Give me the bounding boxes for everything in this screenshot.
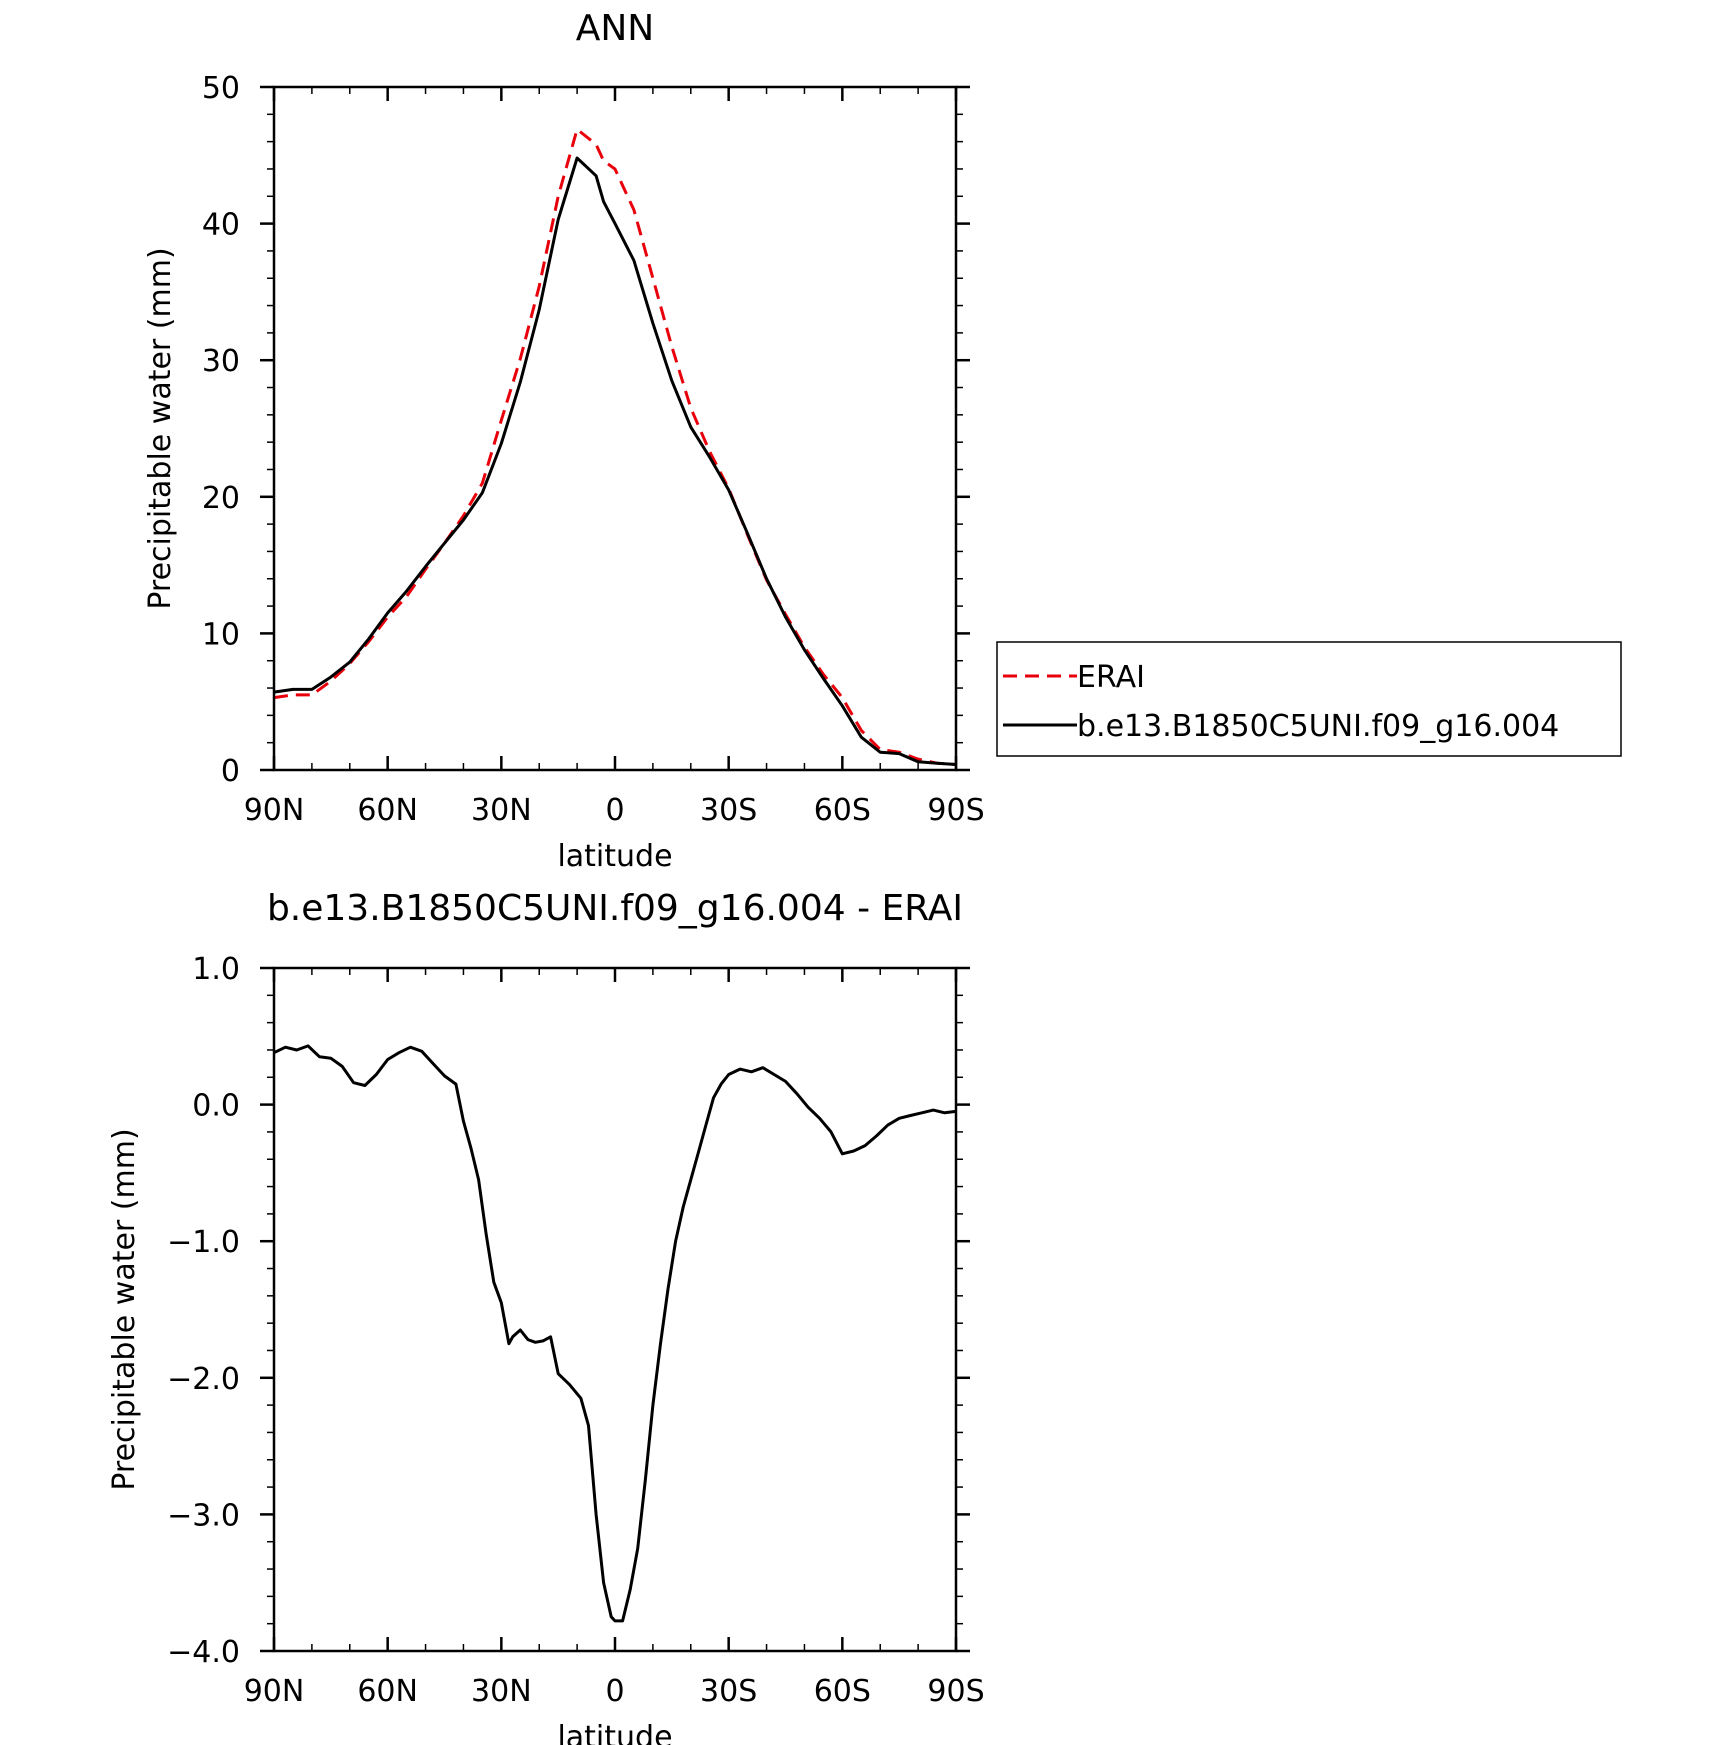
bottom-x-tick-label: 30N [471,1674,532,1709]
top-series-line-erai [273,127,957,766]
top-x-tick-label: 60N [357,793,418,828]
top-y-tick-label: 30 [202,344,240,379]
top-x-axis-label: latitude [557,839,672,874]
top-y-tick-label: 20 [202,481,240,516]
bottom-x-tick-label: 90S [927,1674,984,1709]
legend-box [996,641,1622,757]
bottom-series-line-model [273,1044,957,1623]
legend-label-model: b.e13.B1850C5UNI.f09_g16.004 [1077,709,1559,744]
top-series-lines [273,127,957,766]
bottom-x-tick-label: 60N [357,1674,418,1709]
top-plot-frame [272,85,958,772]
top-x-tick-label: 30S [700,793,757,828]
bottom-x-tick-label: 60S [814,1674,871,1709]
top-x-tick-label: 30N [471,793,532,828]
top-chart-title: ANN [576,8,655,49]
bottom-y-tick-label: −4.0 [167,1635,240,1670]
top-y-tick-label: 40 [202,208,240,243]
bottom-chart-title: b.e13.B1850C5UNI.f09_g16.004 - ERAI [267,888,963,929]
bottom-y-tick-label: 0.0 [192,1089,240,1124]
panel-bottom: b.e13.B1850C5UNI.f09_g16.004 - ERAI lati… [107,888,985,1745]
bottom-y-axis-label: Precipitable water (mm) [107,1128,142,1490]
bottom-x-tick-label: 0 [605,1674,624,1709]
bottom-y-tick-label: −1.0 [167,1225,240,1260]
top-y-tick-label: 50 [202,71,240,106]
panel-top: ANN latitude Precipitable water (mm) 90N… [143,8,985,874]
top-x-tick-label: 0 [605,793,624,828]
bottom-x-axis-label: latitude [557,1720,672,1745]
top-y-axis-label: Precipitable water (mm) [143,247,178,609]
bottom-axis-ticks: 90N 60N 30N 0 30S 60S 90S 1.0 0.0 −1.0 −2.0 −3.0 −4.… [167,952,984,1709]
top-axis-ticks: 90N 60N 30N 0 30S 60S 90S 0 10 20 30 40 50 [202,71,985,828]
bottom-y-tick-label: 1.0 [192,952,240,987]
legend-label-erai: ERAI [1077,660,1145,695]
top-x-tick-label: 90N [244,793,305,828]
bottom-series-lines [273,1044,957,1623]
bottom-x-tick-label: 90N [244,1674,305,1709]
top-x-tick-label: 90S [927,793,984,828]
bottom-plot-frame [272,966,958,1653]
top-x-tick-label: 60S [814,793,871,828]
bottom-y-tick-label: −3.0 [167,1498,240,1533]
top-series-line-model [273,156,957,766]
top-y-tick-label: 0 [221,754,240,789]
bottom-y-tick-label: −2.0 [167,1362,240,1397]
bottom-x-tick-label: 30S [700,1674,757,1709]
legend: ERAI b.e13.B1850C5UNI.f09_g16.004 [996,641,1622,757]
top-y-tick-label: 10 [202,617,240,652]
